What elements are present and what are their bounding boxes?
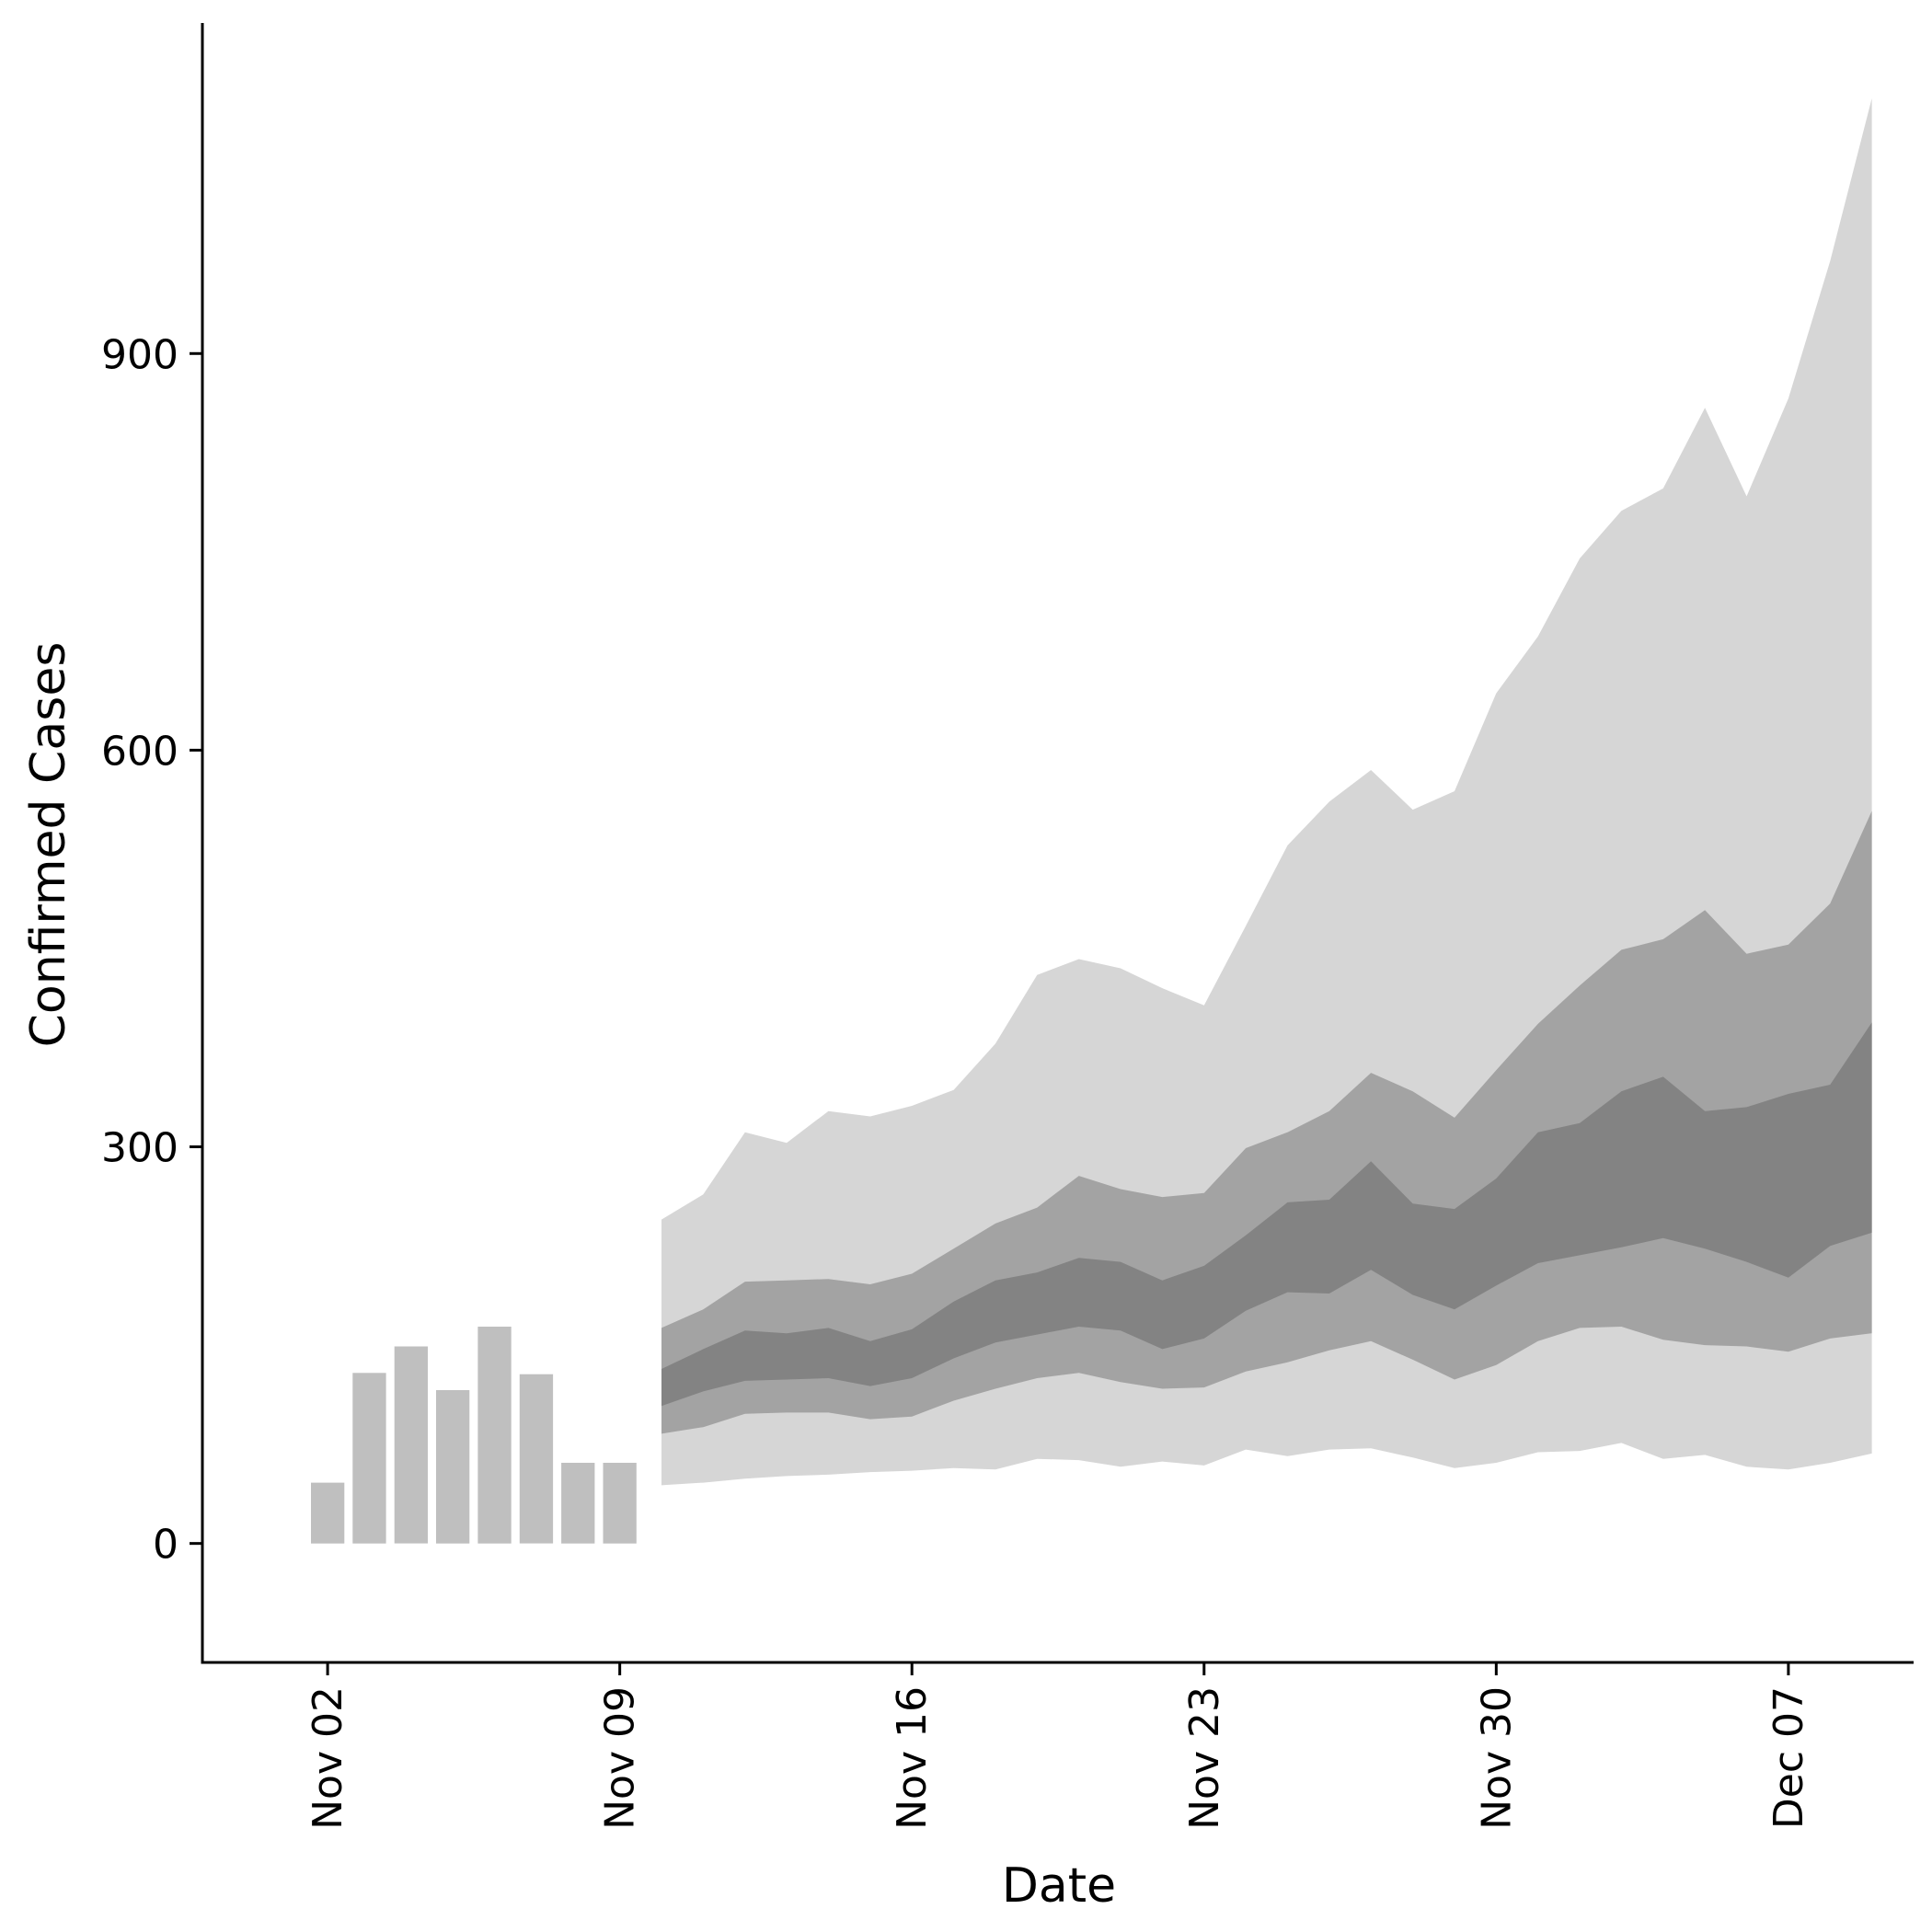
x-tick-label: Nov 16 [889, 1686, 936, 1830]
x-ticks: Nov 02 Nov 09 Nov 16 Nov 23 Nov 30 Dec 07 [305, 1662, 1812, 1830]
observed-bar [311, 1482, 345, 1544]
forecast-band-3 [661, 1022, 1872, 1407]
x-tick-label: Nov 23 [1181, 1686, 1228, 1830]
observed-bar [561, 1463, 595, 1544]
forecast-band-2 [661, 811, 1872, 1434]
x-tick-label: Nov 30 [1473, 1686, 1520, 1830]
y-axis-label: Confirmed Cases [21, 642, 76, 1048]
y-tick-label: 900 [101, 331, 178, 378]
observed-bar [394, 1346, 428, 1544]
x-axis-label: Date [1002, 1858, 1116, 1914]
y-tick-label: 300 [101, 1125, 178, 1172]
observed-bar [352, 1373, 386, 1544]
x-tick-label: Dec 07 [1765, 1686, 1812, 1829]
observed-bar [519, 1374, 554, 1544]
y-tick-label: 600 [101, 728, 178, 775]
axes [201, 23, 1914, 1664]
x-tick-label: Nov 09 [597, 1686, 644, 1830]
observed-bar [477, 1327, 512, 1544]
observed-bars [311, 1327, 637, 1544]
y-tick-label: 0 [153, 1522, 178, 1569]
x-tick-label: Nov 02 [305, 1686, 351, 1830]
observed-bar [603, 1463, 637, 1544]
observed-bar [436, 1390, 470, 1544]
y-ticks: 0 300 600 900 [101, 331, 202, 1569]
forecast-bands [661, 98, 1872, 1486]
